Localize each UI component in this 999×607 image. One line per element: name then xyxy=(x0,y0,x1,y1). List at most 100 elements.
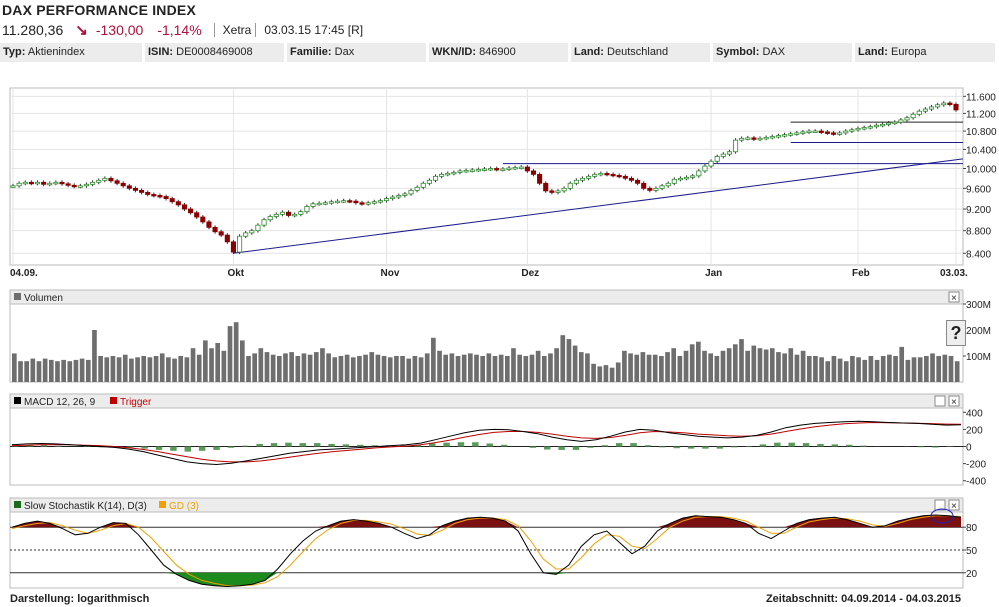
volume-bar xyxy=(689,344,695,382)
candle xyxy=(733,139,739,153)
price-xtick-label: Jan xyxy=(705,268,722,279)
candle xyxy=(500,168,506,171)
candle xyxy=(175,201,181,206)
candle xyxy=(782,134,788,137)
macd-histogram-bar xyxy=(443,442,450,447)
candle xyxy=(90,181,96,185)
candle xyxy=(610,173,616,177)
volume-bar xyxy=(135,357,140,382)
candle xyxy=(873,124,879,128)
candle xyxy=(126,185,132,189)
candle xyxy=(739,137,745,141)
volume-bar xyxy=(363,354,368,382)
candle xyxy=(690,175,696,178)
stochastic-legend-label: Slow Stochastik K(14), D(3) xyxy=(24,501,147,512)
volume-bar xyxy=(196,354,202,382)
volume-bar xyxy=(696,341,701,382)
candle xyxy=(653,187,659,191)
volume-bar xyxy=(486,353,492,382)
macd-histogram-bar xyxy=(40,445,48,447)
volume-ytick-label: 200M xyxy=(966,326,991,337)
candle xyxy=(941,102,947,106)
stochastic-ytick-label: 20 xyxy=(966,569,978,580)
candle xyxy=(641,182,647,189)
candle xyxy=(475,169,481,172)
divider xyxy=(255,23,257,37)
candle xyxy=(218,231,224,236)
volume-bar xyxy=(757,348,763,382)
candle xyxy=(341,200,347,203)
price-ytick-label: 9.200 xyxy=(966,205,991,216)
volume-bar xyxy=(917,357,923,382)
volume-bar xyxy=(289,352,294,382)
volume-bar xyxy=(406,358,412,382)
volume-bar xyxy=(930,353,935,382)
macd-histogram-bar xyxy=(587,446,594,448)
candle xyxy=(830,132,837,135)
volume-bar xyxy=(147,357,153,382)
help-button[interactable]: ? xyxy=(946,320,966,346)
volume-bar xyxy=(92,330,97,382)
macd-histogram-bar xyxy=(285,442,292,447)
trend-line xyxy=(233,158,964,254)
macd-histogram-bar xyxy=(802,443,810,447)
volume-bar xyxy=(887,354,892,382)
candle xyxy=(916,110,922,115)
macd-ytick-label: -200 xyxy=(966,460,986,471)
volume-bar xyxy=(344,354,350,382)
volume-bar xyxy=(806,356,812,382)
volume-bar xyxy=(98,356,103,382)
candle xyxy=(53,181,59,185)
macd-histogram-bar xyxy=(428,443,436,447)
volume-bar xyxy=(320,348,325,382)
candle xyxy=(898,119,904,123)
candle xyxy=(206,221,212,228)
stochastic-header xyxy=(9,497,964,513)
volume-bar xyxy=(856,357,861,382)
volume-bar xyxy=(800,350,806,382)
trigger-legend-swatch xyxy=(110,397,117,404)
macd-histogram-bar xyxy=(213,446,220,450)
candle xyxy=(322,202,328,205)
volume-bar xyxy=(652,354,658,382)
volume-bar xyxy=(412,356,418,382)
candle xyxy=(432,175,439,181)
volume-bar xyxy=(468,353,473,382)
candle xyxy=(114,180,120,184)
macd-histogram-bar xyxy=(572,446,580,450)
volume-bar xyxy=(258,348,264,382)
candle xyxy=(383,198,390,202)
candle xyxy=(71,184,77,188)
gd-legend-swatch xyxy=(159,501,166,508)
macd-histogram-bar xyxy=(12,445,19,447)
macd-histogram-bar xyxy=(730,446,738,448)
macd-histogram-bar xyxy=(558,446,565,450)
candle xyxy=(28,181,34,185)
expand-icon xyxy=(934,395,946,407)
volume-bar xyxy=(702,350,707,382)
price-ytick-label: 11.200 xyxy=(966,109,996,120)
volume-bar xyxy=(369,352,375,382)
volume-bar xyxy=(880,356,886,382)
macd-histogram-bar xyxy=(687,446,695,449)
volume-bar xyxy=(73,359,79,382)
close-icon-glyph: × xyxy=(951,293,957,304)
info-bar: Typ: Aktienindex ISIN: DE0008469008 Fami… xyxy=(0,43,999,63)
macd-histogram-bar xyxy=(414,444,422,447)
volume-bar xyxy=(726,348,732,382)
candle xyxy=(108,177,114,182)
candle xyxy=(292,213,298,217)
volume-bar xyxy=(338,356,344,382)
expand-icon xyxy=(934,499,946,511)
candle xyxy=(451,171,457,175)
quote-line: 11.280,36 ↘ -130,00 -1,14% Xetra 03.03.1… xyxy=(2,20,363,40)
period-label: Zeitabschnitt: 04.09.2014 - 04.03.2015 xyxy=(765,593,961,605)
volume-bar xyxy=(387,357,393,382)
candle xyxy=(365,202,371,205)
stochastic-k-line xyxy=(11,514,962,588)
candle xyxy=(910,113,916,119)
volume-bar xyxy=(597,366,603,382)
candle xyxy=(359,202,365,205)
volume-bar xyxy=(948,356,954,382)
volume-bar xyxy=(326,353,331,382)
